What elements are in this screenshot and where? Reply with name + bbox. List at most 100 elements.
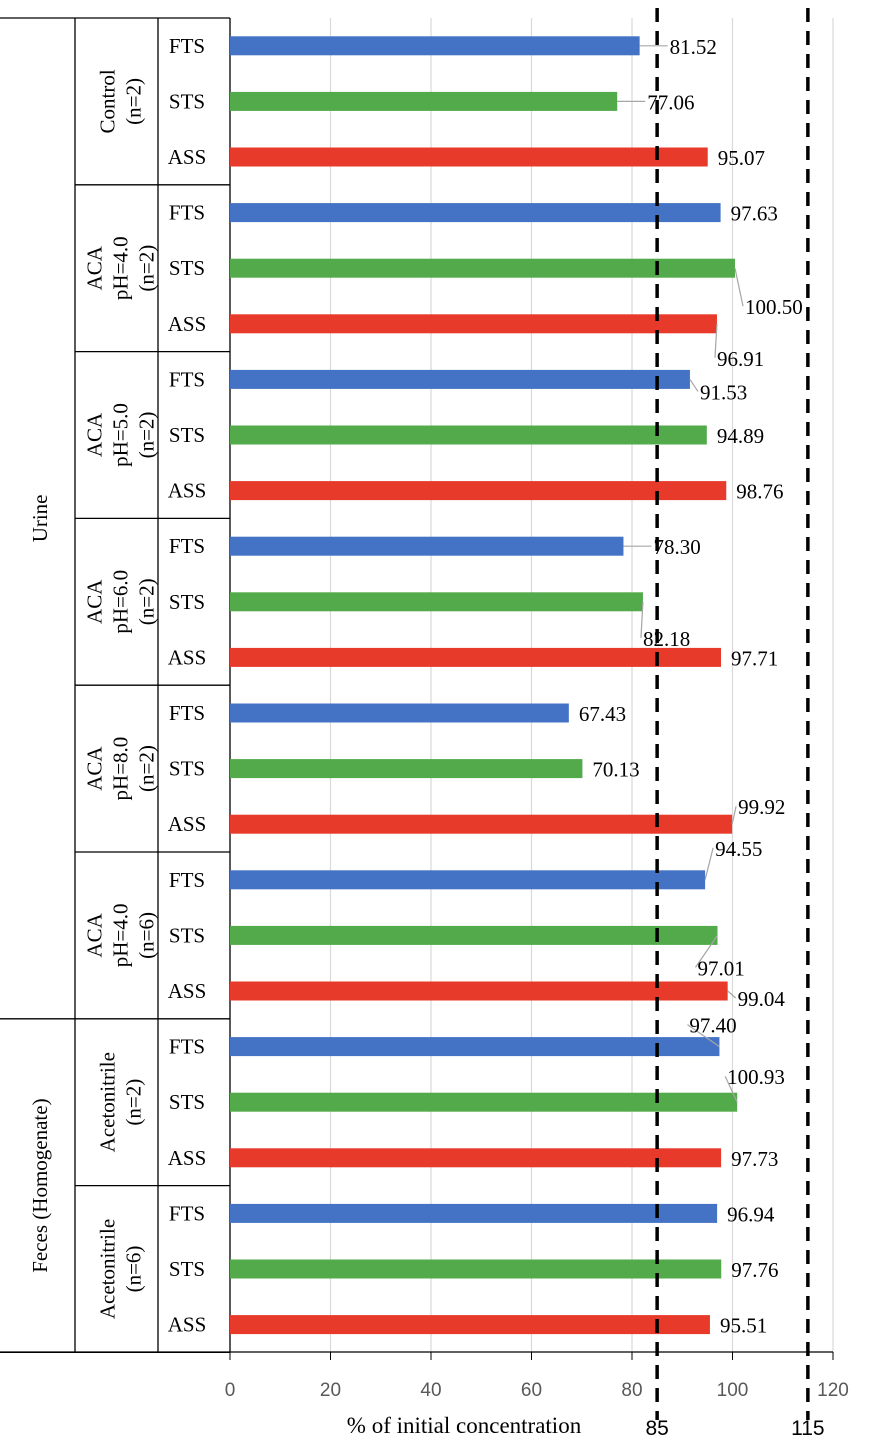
category-label: STS: [169, 1090, 205, 1114]
subgroup-label-line: pH=8.0: [109, 737, 133, 801]
category-label: ASS: [168, 1146, 207, 1170]
bar: [230, 703, 569, 723]
subgroup-label: Acetonitrile(n=6): [96, 1219, 146, 1319]
category-label: FTS: [169, 534, 205, 558]
leader-line: [734, 268, 744, 307]
data-label: 97.01: [697, 956, 744, 980]
subgroup-label-line: pH=4.0: [109, 904, 133, 968]
data-label: 77.06: [647, 90, 694, 114]
bar: [230, 425, 707, 445]
subgroup-label-line: (n=6): [122, 1246, 146, 1293]
subgroup-label-line: Control: [96, 69, 120, 133]
category-label: STS: [169, 1257, 205, 1281]
data-label: 70.13: [592, 758, 639, 782]
category-label: FTS: [169, 34, 205, 58]
category-label: STS: [169, 256, 205, 280]
bar: [230, 1315, 710, 1335]
bar: [230, 1092, 738, 1112]
leader-line: [714, 323, 718, 358]
group-label: Urine: [28, 494, 52, 542]
leader-lines: [617, 45, 744, 1103]
category-label: ASS: [168, 979, 207, 1003]
category-label: ASS: [168, 812, 207, 836]
subgroup-label-line: ACA: [83, 412, 107, 457]
x-axis: % of initial concentration 0 20 40 60 80 100 1…: [225, 1352, 849, 1438]
x-axis-title: % of initial concentration: [347, 1413, 582, 1438]
data-label: 82.18: [643, 627, 690, 651]
leader-line: [687, 1024, 720, 1048]
data-label: 94.89: [717, 424, 764, 448]
bar: [230, 981, 728, 1001]
x-tick-label: 20: [320, 1380, 341, 1401]
x-tick-label: 100: [717, 1380, 749, 1401]
reference-lines: 85 115: [645, 8, 825, 1440]
data-label: 97.63: [731, 202, 778, 226]
category-label: FTS: [169, 868, 205, 892]
data-label: 81.52: [670, 35, 717, 59]
category-label: ASS: [168, 645, 207, 669]
subgroup-label: ACApH=4.0(n=2): [83, 236, 159, 300]
data-label: 97.40: [689, 1014, 736, 1038]
group-label: Feces (Homogenate): [28, 1098, 52, 1272]
subgroup-label: ACApH=5.0(n=2): [83, 403, 159, 467]
subgroup-label-line: (n=2): [122, 78, 146, 125]
x-tick-label: 80: [621, 1380, 642, 1401]
bar: [230, 258, 736, 278]
subgroup-label-line: (n=2): [135, 578, 159, 625]
bar: [230, 1259, 722, 1279]
bars: [230, 36, 738, 1335]
reference-line-label: 85: [645, 1417, 668, 1440]
subgroup-label: Acetonitrile(n=2): [96, 1052, 146, 1152]
bar: [230, 91, 618, 111]
x-tick-label: 60: [521, 1380, 542, 1401]
subgroup-label-line: pH=6.0: [109, 570, 133, 634]
reference-line-label: 115: [791, 1417, 824, 1440]
subgroup-label: ACApH=6.0(n=2): [83, 570, 159, 634]
leader-line: [694, 935, 718, 968]
bar: [230, 759, 583, 779]
leader-line: [724, 1075, 738, 1103]
bar: [230, 1148, 722, 1168]
bar: [230, 814, 733, 834]
data-label: 96.94: [727, 1202, 775, 1226]
bar: [230, 314, 717, 334]
x-tick-label: 120: [817, 1380, 849, 1401]
subgroup-label-line: ACA: [83, 579, 107, 624]
category-label: STS: [169, 757, 205, 781]
subgroup-label-line: (n=2): [122, 1079, 146, 1126]
data-label: 78.30: [653, 535, 700, 559]
subgroup-label: Control(n=2): [96, 69, 146, 133]
data-label: 97.73: [731, 1147, 778, 1171]
data-label: 100.50: [745, 295, 803, 319]
category-label: STS: [169, 923, 205, 947]
category-label: ASS: [168, 479, 207, 503]
subgroup-label-line: (n=2): [135, 745, 159, 792]
category-label: FTS: [169, 201, 205, 225]
bar: [230, 647, 721, 667]
subgroup-label: ACApH=4.0(n=6): [83, 904, 159, 968]
gridlines: [329, 18, 834, 1352]
subgroup-label-line: (n=2): [135, 245, 159, 292]
bar: [230, 925, 718, 945]
bar: [230, 592, 643, 612]
bar: [230, 481, 727, 501]
category-label: STS: [169, 423, 205, 447]
subgroup-label-line: (n=2): [135, 412, 159, 459]
leader-line: [689, 379, 699, 392]
data-label: 97.71: [731, 646, 778, 670]
category-label: ASS: [168, 1313, 207, 1337]
category-label: FTS: [169, 367, 205, 391]
category-label: ASS: [168, 312, 207, 336]
bar: [230, 203, 721, 223]
subgroup-label-line: pH=4.0: [109, 236, 133, 300]
category-label: STS: [169, 590, 205, 614]
data-labels: 81.52 77.06 95.07 97.63 100.50 96.91 91.53 94.8…: [579, 35, 803, 1338]
data-label: 95.07: [718, 146, 765, 170]
data-label: 94.55: [715, 837, 762, 861]
x-tick-label: 0: [225, 1380, 236, 1401]
bar: [230, 36, 640, 56]
bar: [230, 536, 624, 556]
bar: [230, 1037, 720, 1057]
data-label: 99.04: [738, 987, 786, 1011]
